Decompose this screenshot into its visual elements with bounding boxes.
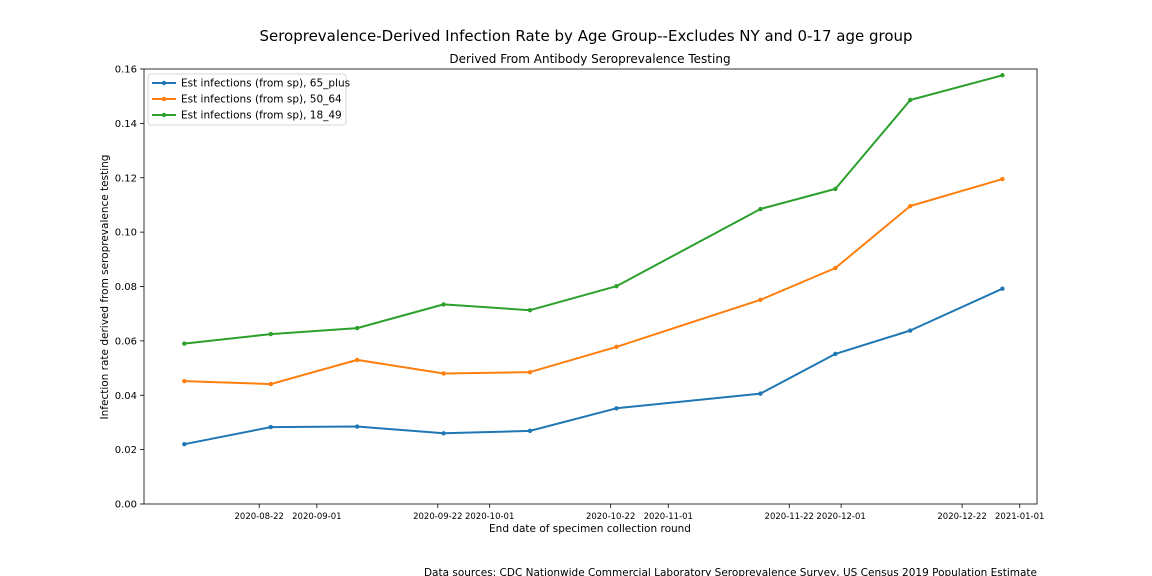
series-line bbox=[184, 178, 1003, 386]
series-group bbox=[182, 73, 1005, 447]
data-point bbox=[182, 341, 187, 346]
legend-label: Est infections (from sp), 65_plus bbox=[181, 78, 350, 90]
x-tick-label: 2020-11-01 bbox=[644, 512, 693, 522]
plot-area bbox=[143, 68, 1038, 505]
y-tick-label: 0.12 bbox=[115, 173, 137, 184]
series-0 bbox=[182, 286, 1005, 447]
data-point bbox=[833, 351, 838, 357]
legend-marker bbox=[161, 80, 167, 86]
y-tick-label: 0.06 bbox=[115, 336, 137, 347]
data-point bbox=[268, 381, 273, 387]
series-2 bbox=[182, 73, 1005, 346]
x-tick-label: 2020-11-22 bbox=[765, 512, 814, 522]
data-point bbox=[908, 328, 913, 333]
data-point bbox=[1000, 176, 1005, 182]
data-point bbox=[527, 307, 533, 313]
data-point bbox=[527, 369, 533, 375]
y-tick-label: 0.14 bbox=[115, 119, 137, 130]
legend-marker bbox=[161, 96, 167, 102]
legend-item: Est infections (from sp), 50_64 bbox=[152, 94, 342, 106]
data-point bbox=[758, 297, 763, 303]
data-point bbox=[758, 391, 763, 396]
y-tick-label: 0.02 bbox=[115, 445, 137, 456]
x-axis-label: End date of specimen collection round bbox=[489, 523, 691, 535]
data-point bbox=[1000, 286, 1005, 291]
y-tick-label: 0.10 bbox=[115, 228, 137, 239]
y-axis: 0.00 0.02 0.04 0.06 0.08 0.10 0.12 0.14 0.16 bbox=[115, 65, 144, 511]
data-point bbox=[758, 206, 763, 212]
chart-title: Seroprevalence-Derived Infection Rate by… bbox=[259, 27, 912, 45]
data-point bbox=[441, 302, 446, 307]
x-tick-label: 2021-01-01 bbox=[995, 512, 1044, 522]
y-tick-label: 0.08 bbox=[115, 282, 137, 293]
data-point bbox=[182, 441, 187, 447]
legend-marker bbox=[161, 112, 167, 118]
legend-item: Est infections (from sp), 18_49 bbox=[152, 110, 342, 122]
data-point bbox=[354, 325, 360, 331]
data-point bbox=[354, 357, 360, 363]
data-point bbox=[614, 406, 619, 411]
y-axis-label: Infection rate derived from seroprevalen… bbox=[99, 155, 111, 420]
data-point bbox=[354, 424, 360, 429]
series-line bbox=[184, 74, 1003, 345]
legend: Est infections (from sp), 65_plus Est inf… bbox=[147, 73, 350, 126]
legend-item: Est infections (from sp), 65_plus bbox=[152, 78, 350, 90]
data-point bbox=[908, 97, 913, 103]
legend-label: Est infections (from sp), 50_64 bbox=[181, 94, 342, 106]
series-line bbox=[184, 287, 1003, 446]
x-tick-label: 2020-09-01 bbox=[292, 512, 341, 522]
x-tick-label: 2020-08-22 bbox=[235, 512, 284, 522]
data-point bbox=[833, 186, 838, 192]
legend-label: Est infections (from sp), 18_49 bbox=[181, 110, 342, 122]
x-tick-label: 2020-09-22 bbox=[413, 512, 462, 522]
x-tick-label: 2020-12-01 bbox=[816, 512, 865, 522]
x-tick-label: 2020-10-22 bbox=[586, 512, 635, 522]
y-tick-label: 0.04 bbox=[115, 391, 137, 402]
data-point bbox=[614, 344, 619, 350]
data-point bbox=[614, 284, 619, 289]
data-point bbox=[908, 203, 913, 209]
y-tick-label: 0.16 bbox=[115, 65, 137, 76]
data-source-note: Data sources: CDC Nationwide Commercial … bbox=[424, 567, 1037, 576]
chart-subtitle: Derived From Antibody Seroprevalence Tes… bbox=[449, 52, 730, 66]
data-point bbox=[527, 428, 533, 434]
y-tick-label: 0.00 bbox=[115, 500, 137, 511]
x-tick-label: 2020-10-01 bbox=[465, 512, 514, 522]
series-1 bbox=[182, 176, 1005, 387]
data-point bbox=[441, 371, 446, 376]
data-point bbox=[268, 331, 273, 337]
x-tick-label: 2020-12-22 bbox=[937, 512, 986, 522]
data-point bbox=[833, 265, 838, 271]
data-point bbox=[1000, 73, 1005, 78]
x-axis: 2020-08-22 2020-09-01 2020-09-22 2020-10-01… bbox=[235, 504, 1044, 522]
data-point bbox=[268, 424, 273, 430]
data-point bbox=[441, 431, 446, 436]
data-point bbox=[182, 378, 187, 384]
legend-box bbox=[147, 73, 347, 126]
